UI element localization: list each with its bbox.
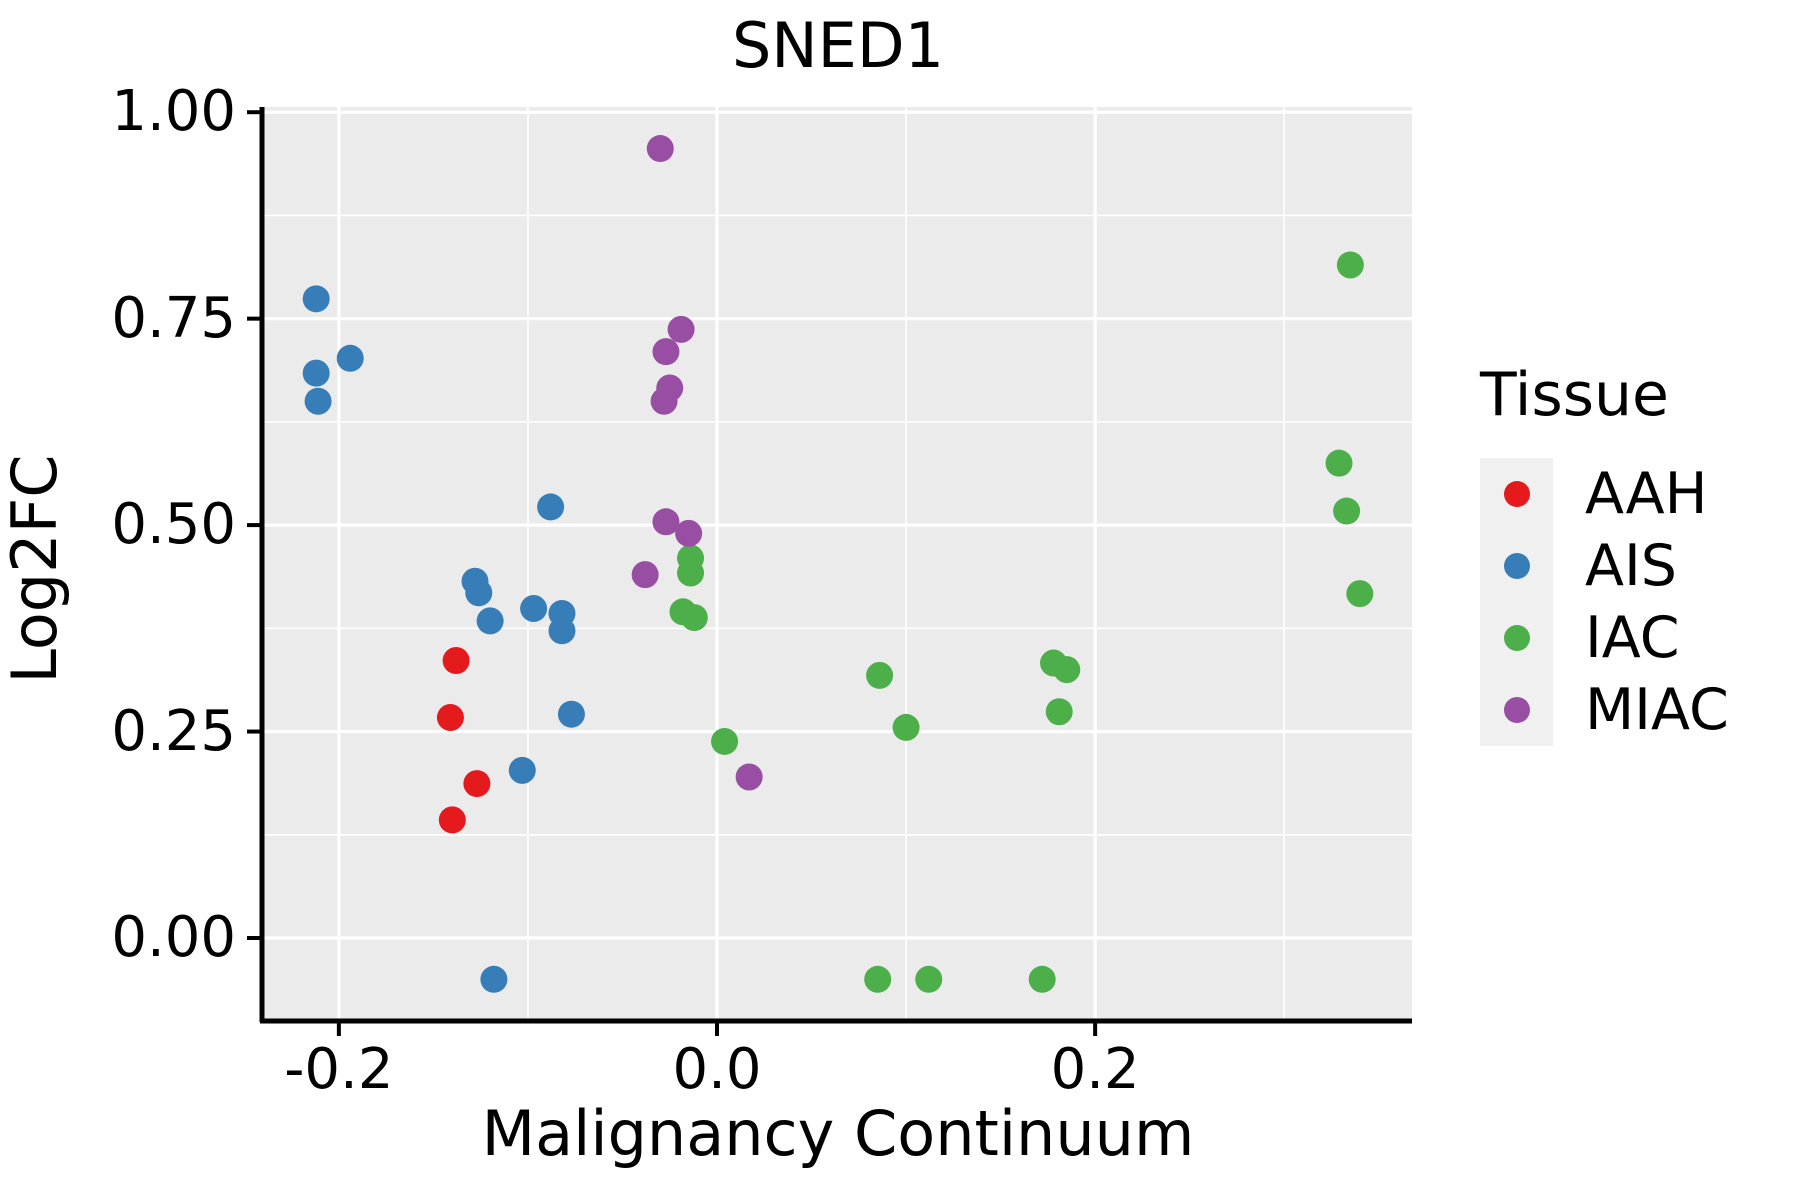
data-point-iac [1325, 449, 1353, 477]
chart-title: SNED1 [731, 9, 945, 82]
data-point-miac [650, 387, 678, 415]
data-point-iac [1045, 698, 1073, 726]
data-point-iac [866, 661, 894, 689]
data-point-iac [915, 965, 943, 993]
x-tick-label: -0.2 [284, 1037, 394, 1102]
data-point-ais [465, 579, 493, 607]
x-tick-label: 0.0 [672, 1037, 762, 1102]
legend-dot-icon [1503, 625, 1530, 651]
plot-panel-canvas [264, 107, 1412, 1020]
data-point-iac [677, 559, 705, 587]
data-point-miac [675, 519, 703, 547]
data-point-ais [480, 965, 508, 993]
data-point-ais [548, 617, 576, 645]
legend: Tissue AAH AIS IAC MIAC [1480, 360, 1790, 746]
data-point-iac [892, 713, 920, 741]
legend-keys: AAH AIS IAC MIAC [1480, 458, 1790, 746]
y-tick-label: 0.25 [111, 698, 236, 764]
legend-entry-miac: MIAC [1480, 674, 1790, 746]
data-point-aah [463, 770, 491, 798]
legend-key-box [1480, 458, 1553, 530]
legend-dot-icon [1503, 553, 1530, 579]
data-point-iac [1028, 965, 1056, 993]
data-point-aah [438, 806, 466, 834]
y-tick-label: 0.50 [111, 492, 236, 558]
legend-entry-label: AIS [1585, 533, 1677, 599]
data-point-miac [646, 135, 674, 163]
y-tick-label: 0.75 [111, 285, 236, 351]
data-point-iac [711, 727, 739, 755]
x-axis-title: Malignancy Continuum [481, 1097, 1195, 1170]
data-point-iac [1346, 580, 1374, 608]
legend-entry-ais: AIS [1480, 530, 1790, 602]
data-point-miac [631, 561, 659, 589]
data-point-ais [557, 700, 585, 728]
data-point-iac [1336, 251, 1364, 279]
data-point-aah [436, 704, 464, 732]
legend-dot-icon [1503, 481, 1530, 507]
data-point-iac [1333, 497, 1361, 525]
legend-entry-label: AAH [1585, 461, 1708, 527]
legend-entry-label: MIAC [1585, 677, 1729, 743]
legend-key-box [1480, 602, 1553, 674]
data-point-ais [304, 387, 332, 415]
data-point-iac [864, 965, 892, 993]
data-point-ais [336, 344, 364, 372]
y-tick-label: 1.00 [111, 79, 236, 145]
legend-entry-label: IAC [1585, 605, 1680, 671]
legend-title: Tissue [1480, 360, 1669, 430]
data-point-iac [1053, 656, 1081, 684]
legend-key-box [1480, 530, 1553, 602]
data-point-ais [302, 359, 330, 387]
data-point-miac [652, 508, 680, 536]
data-point-aah [442, 647, 470, 675]
data-point-miac [735, 763, 763, 791]
legend-dot-icon [1503, 697, 1530, 723]
legend-entry-iac: IAC [1480, 602, 1790, 674]
data-point-miac [652, 338, 680, 366]
legend-key-box [1480, 674, 1553, 746]
data-point-ais [508, 756, 536, 784]
y-tick-label: 0.00 [111, 904, 236, 970]
plot-panel [264, 107, 1412, 1020]
data-point-ais [520, 595, 548, 623]
legend-entry-aah: AAH [1480, 458, 1790, 530]
x-tick-label: 0.2 [1050, 1037, 1140, 1102]
data-point-ais [476, 607, 504, 635]
data-point-ais [302, 285, 330, 313]
data-point-iac [680, 604, 708, 632]
data-point-ais [537, 493, 565, 521]
data-point-miac [667, 315, 695, 343]
